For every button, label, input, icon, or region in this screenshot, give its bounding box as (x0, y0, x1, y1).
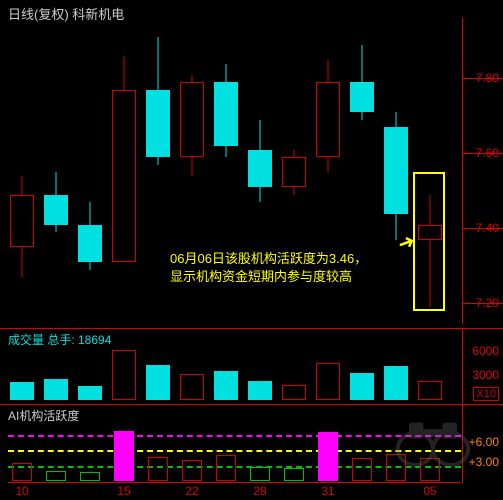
volume-bar (282, 385, 306, 400)
y-tick: 3000 (472, 368, 499, 382)
volume-bar (78, 386, 102, 400)
ai-bar (46, 471, 66, 481)
volume-bar (316, 363, 340, 400)
volume-bar (10, 382, 34, 400)
candle (8, 26, 36, 326)
ai-bar (148, 457, 168, 481)
y-tick: 6000 (472, 344, 499, 358)
price-panel: 日线(复权) 科新机电 7.807.607.407.20 06月06日该股机构活… (0, 0, 503, 326)
candle (144, 26, 172, 326)
y-tick: +6.00 (469, 435, 499, 449)
binoculars-icon (393, 411, 473, 471)
volume-bar (112, 350, 136, 400)
x-axis: 10 15 22 28 31 05 (8, 482, 461, 500)
candle (76, 26, 104, 326)
ai-bar (352, 458, 372, 481)
volume-bar (44, 379, 68, 400)
volume-bar (146, 365, 170, 400)
x-label: 31 (321, 484, 334, 498)
candle (382, 26, 410, 326)
volume-bar (350, 373, 374, 400)
y-tick: +3.00 (469, 455, 499, 469)
annotation-text: 06月06日该股机构活跃度为3.46，显示机构资金短期内参与度较高 (170, 250, 367, 286)
ai-bar (284, 468, 304, 481)
ai-bar (80, 472, 100, 481)
volume-y-axis: 6000 3000 X10 (463, 329, 503, 403)
highlight-box (413, 172, 445, 311)
ai-bar (114, 431, 134, 481)
volume-bar (384, 366, 408, 400)
volume-bar (248, 381, 272, 400)
ai-panel: AI机构活跃度 +6.00+3.00 101522283105 (0, 404, 503, 500)
price-y-axis: 7.807.607.407.20 (463, 22, 503, 322)
candle (110, 26, 138, 326)
candle (42, 26, 70, 326)
volume-bar (418, 381, 442, 400)
x-label: 10 (15, 484, 28, 498)
x-label: 22 (185, 484, 198, 498)
ai-bar (250, 467, 270, 481)
x10-label: X10 (473, 387, 499, 401)
volume-panel: 成交量 总手: 18694 60003000X10 (0, 328, 503, 402)
x-label: 05 (423, 484, 436, 498)
volume-bar (180, 374, 204, 400)
x-label: 15 (117, 484, 130, 498)
volume-chart (8, 347, 461, 400)
ai-bar (12, 463, 32, 481)
x-label: 28 (253, 484, 266, 498)
ai-bar (216, 455, 236, 481)
ai-bar (182, 460, 202, 481)
ai-bar (318, 432, 338, 481)
volume-bar (214, 371, 238, 400)
